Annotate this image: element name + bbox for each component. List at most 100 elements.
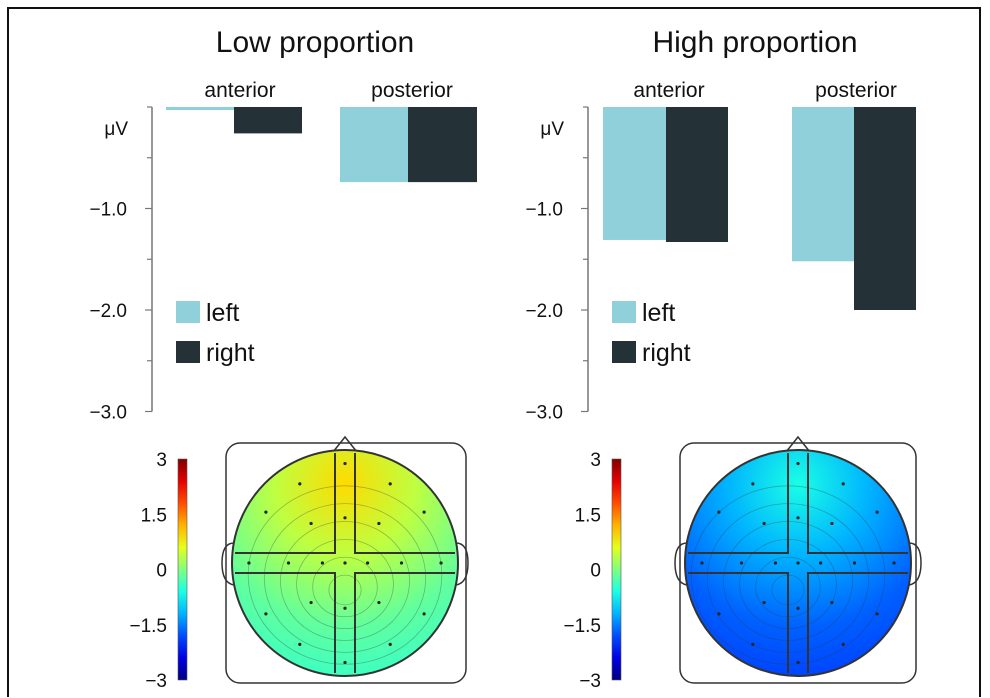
electrode-dot (852, 561, 857, 565)
panel-title: High proportion (652, 26, 857, 59)
y-tick-label: −1.0 (525, 200, 563, 221)
electrode-dot (422, 612, 426, 616)
colorbar-tick-label: −1.5 (563, 616, 601, 637)
bar-right-posterior (854, 107, 916, 310)
topomap-contour (263, 503, 427, 653)
bar-right-posterior (408, 107, 477, 183)
legend-label-left: left (642, 299, 675, 327)
electrode-dot (343, 660, 347, 665)
electrode-dot (796, 561, 800, 565)
topomap-frame (225, 442, 467, 684)
region-outlines (235, 453, 455, 673)
electrode-dot (309, 600, 313, 605)
electrode-dot (247, 561, 251, 565)
electrode-dot (773, 561, 778, 565)
electrode-dot (751, 482, 755, 486)
nose (332, 435, 358, 453)
electrode-dot (343, 606, 347, 610)
colorbar-tick-label: −3 (145, 671, 167, 692)
legend-label-right: right (206, 339, 255, 367)
figure-frame (7, 7, 981, 697)
electrode-dot (830, 521, 834, 526)
electrode-dot (264, 612, 268, 616)
colorbar (611, 458, 622, 681)
y-tick-label: −2.0 (525, 301, 563, 322)
electrode-dot (264, 510, 268, 514)
group-label-posterior: posterior (371, 79, 453, 102)
right-ear (908, 542, 922, 586)
electrode-dot (875, 510, 879, 514)
electrode-dot (739, 561, 744, 565)
electrode-dot (366, 561, 370, 565)
electrode-dot (298, 482, 302, 486)
electrode-dot (399, 561, 404, 565)
electrode-dot (796, 516, 800, 520)
electrode-dot (762, 521, 766, 526)
electrode-dot (841, 482, 845, 486)
topomap-contour (296, 538, 394, 630)
legend-swatch-right (612, 341, 636, 363)
colorbar (177, 458, 188, 681)
electrode-dot (892, 561, 896, 565)
electrode-dot (796, 660, 800, 665)
topomap-contour (280, 521, 410, 641)
region-outlines (688, 453, 908, 673)
y-tick-label: −3.0 (525, 403, 563, 424)
y-tick-label: −2.0 (89, 301, 127, 322)
electrode-dot (377, 521, 381, 526)
legend-swatch-left (612, 301, 636, 323)
group-label-posterior: posterior (815, 79, 897, 102)
panel-title: Low proportion (216, 26, 414, 59)
unit-label: μV (104, 119, 128, 140)
electrode-dot (388, 642, 392, 646)
group-label-anterior: anterior (633, 79, 704, 102)
legend-swatch-right (176, 341, 200, 363)
bar-left-posterior (340, 107, 408, 183)
unit-label: μV (540, 119, 564, 140)
colorbar-tick-label: 0 (590, 561, 601, 582)
electrode-dot (309, 521, 313, 526)
electrode-dot (343, 461, 347, 466)
electrode-dot (439, 561, 443, 565)
legend-swatch-left (176, 301, 200, 323)
topomap-frame (679, 442, 917, 684)
bar-left-posterior (792, 107, 854, 262)
electrode-dot (717, 612, 721, 616)
electrode-dot (819, 561, 823, 565)
electrode-dot (830, 600, 834, 605)
colorbar-tick-label: 3 (156, 450, 167, 471)
colorbar-tick-label: 3 (590, 450, 601, 471)
electrode-dot (875, 612, 879, 616)
electrode-dot (343, 516, 347, 520)
electrode-dot (700, 561, 704, 565)
electrode-dot (343, 561, 347, 565)
colorbar-tick-label: −3 (579, 671, 601, 692)
electrode-dot (286, 561, 291, 565)
group-label-anterior: anterior (204, 79, 275, 102)
electrode-dot (377, 600, 381, 605)
electrode-dot (751, 642, 755, 646)
electrode-dot (422, 510, 426, 514)
electrode-dot (717, 510, 721, 514)
legend-label-left: left (206, 299, 239, 327)
bar-right-anterior (666, 107, 728, 242)
right-ear (455, 542, 469, 586)
bar-left-anterior (603, 107, 666, 240)
topomap-contour (312, 556, 378, 618)
legend-label-right: right (642, 339, 691, 367)
y-tick-label: −3.0 (89, 403, 127, 424)
colorbar-tick-label: −1.5 (129, 616, 167, 637)
left-ear (674, 542, 688, 586)
electrode-dot (796, 461, 800, 466)
colorbar-tick-label: 1.5 (141, 505, 167, 526)
electrode-dot (298, 642, 302, 646)
panel-low-proportion: Low proportion anterior posterior μV −1.0 −2.… (89, 26, 477, 692)
colorbar-tick-label: 0 (156, 561, 167, 582)
left-ear (221, 542, 235, 586)
y-tick-label: −1.0 (89, 200, 127, 221)
colorbar-tick-label: 1.5 (575, 505, 601, 526)
bar-left-anterior (166, 107, 234, 111)
nose (785, 435, 811, 453)
